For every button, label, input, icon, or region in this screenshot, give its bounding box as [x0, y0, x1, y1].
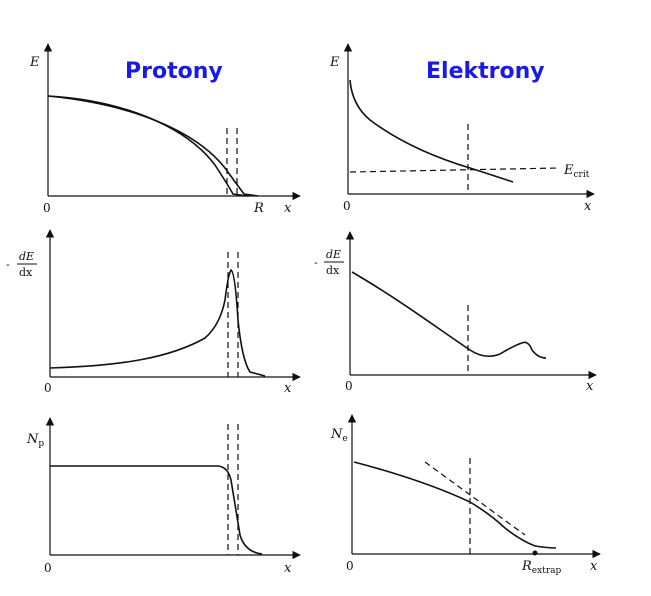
label-R: R	[253, 201, 264, 216]
label-dEdx-minus: -	[6, 258, 10, 271]
proton-count-curve	[50, 465, 263, 555]
label-E-crit: Ecrit	[563, 163, 590, 180]
label-E: E	[29, 55, 40, 70]
title-elektrony: Elektrony	[426, 59, 545, 84]
label-E: E	[329, 55, 340, 70]
label-dEdx-num: dE	[326, 248, 341, 261]
label-x: x	[590, 559, 598, 574]
extrapolated-range-point	[532, 550, 538, 556]
panel-proton-energy: E 0 R x	[29, 43, 301, 216]
electron-energy-curve	[349, 79, 514, 183]
label-zero: 0	[345, 379, 353, 393]
panel-proton-number: Np 0 x	[26, 417, 301, 576]
bragg-curve	[49, 268, 266, 377]
critical-energy-line	[349, 167, 561, 173]
label-zero: 0	[44, 381, 52, 395]
title-protony: Protony	[125, 59, 223, 84]
label-zero: 0	[343, 199, 351, 213]
energy-curve-outer	[47, 95, 259, 197]
energy-curve-inner	[47, 95, 249, 197]
label-x: x	[284, 381, 292, 396]
extrapolation-line	[424, 461, 526, 536]
label-zero: 0	[44, 561, 52, 575]
label-dEdx-num: dE	[19, 250, 34, 263]
label-Np: Np	[26, 432, 44, 449]
label-x: x	[584, 199, 592, 214]
electron-count-curve	[353, 461, 557, 549]
label-dEdx-den: dx	[326, 264, 340, 277]
label-Ne: Ne	[330, 427, 348, 444]
panel-electron-number: Ne 0 x Rextrap	[330, 414, 601, 576]
electron-stopping-curve	[351, 271, 547, 359]
label-zero: 0	[43, 201, 51, 215]
label-x: x	[586, 379, 594, 394]
panel-electron-stopping: - dE dx 0 x	[314, 231, 597, 394]
panel-electron-energy: E 0 x Ecrit	[329, 43, 595, 214]
label-dEdx-den: dx	[19, 266, 33, 279]
label-R-extrap: Rextrap	[521, 559, 561, 576]
panel-proton-stopping: - dE dx 0 x	[6, 229, 301, 396]
label-zero: 0	[346, 559, 354, 573]
label-dEdx-minus: -	[314, 256, 318, 269]
label-x: x	[284, 201, 292, 216]
label-x: x	[284, 561, 292, 576]
